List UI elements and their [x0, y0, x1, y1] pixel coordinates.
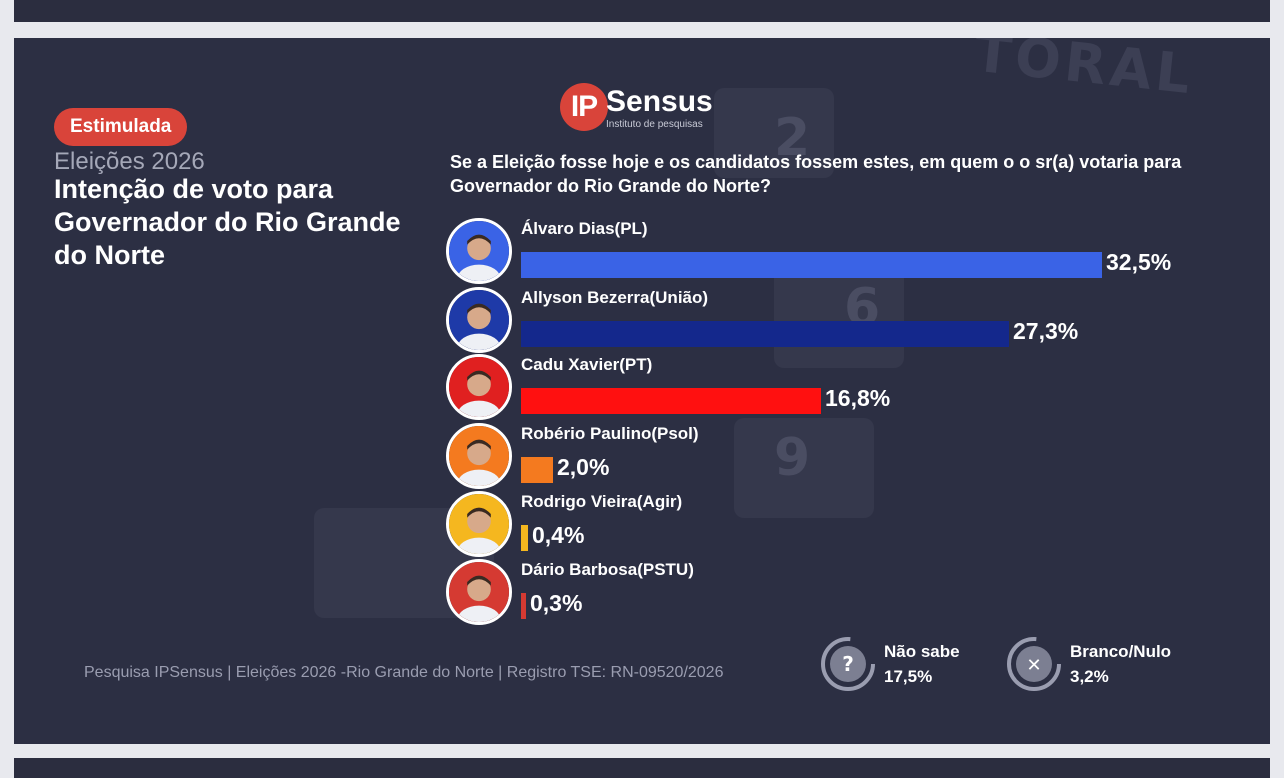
vote-bar	[521, 593, 526, 619]
bg-digit: 2	[774, 108, 811, 168]
subtitle: Eleições 2026	[54, 148, 205, 175]
candidate-name: Robério Paulino(Psol)	[521, 424, 699, 443]
vote-bar	[521, 388, 821, 414]
x-icon: ✕	[1006, 636, 1062, 692]
vote-percent: 27,3%	[1013, 318, 1079, 344]
bg-key	[714, 88, 834, 178]
candidate-row: Álvaro Dias(PL) 32,5%	[444, 218, 1244, 284]
vote-percent: 32,5%	[1106, 249, 1172, 275]
bg-key	[734, 418, 874, 518]
candidate-avatar	[446, 354, 512, 420]
page-title: Intenção de voto para Governador do Rio …	[54, 174, 401, 270]
candidate-name: Dário Barbosa(PSTU)	[521, 560, 694, 579]
branco-nulo-value: 3,2%	[1070, 667, 1109, 686]
branco-nulo-label: Branco/Nulo	[1070, 642, 1172, 661]
next-card-strip	[14, 758, 1270, 778]
previous-card-strip	[14, 0, 1270, 22]
candidate-avatar	[446, 423, 512, 489]
candidate-avatar	[446, 218, 512, 284]
nao-sabe-value: 17,5%	[884, 667, 933, 686]
vote-bar	[521, 321, 1009, 347]
candidate-name: Allyson Bezerra(União)	[521, 288, 709, 307]
footer-text: Pesquisa IPSensus | Eleições 2026 -Rio G…	[84, 664, 724, 681]
logo-ip: IP	[560, 83, 608, 131]
candidate-row: Rodrigo Vieira(Agir) 0,4%	[444, 491, 1244, 557]
candidate-row: Robério Paulino(Psol) 2,0%	[444, 423, 1244, 489]
vote-bar	[521, 252, 1102, 278]
candidate-row: Allyson Bezerra(União) 27,3%	[444, 287, 1244, 353]
candidate-avatar	[446, 559, 512, 625]
candidate-name: Rodrigo Vieira(Agir)	[521, 492, 683, 511]
svg-text:✕: ✕	[1026, 655, 1041, 676]
poll-card: 2 6 9 TORAL Estimulada Eleições 2026 Int…	[14, 38, 1270, 744]
candidate-avatar	[446, 287, 512, 353]
question-text: Se a Eleição fosse hoje e os candidatos …	[450, 152, 1182, 196]
question-icon: ?	[820, 636, 876, 692]
vote-percent: 2,0%	[557, 454, 610, 480]
candidate-name: Cadu Xavier(PT)	[521, 355, 653, 374]
vote-percent: 0,3%	[530, 590, 583, 616]
candidate-name: Álvaro Dias(PL)	[521, 219, 648, 238]
vote-percent: 0,4%	[532, 522, 585, 548]
nao-sabe-label: Não sabe	[884, 642, 960, 661]
bg-key	[774, 268, 904, 368]
bg-digit: 9	[774, 428, 811, 488]
svg-text:?: ?	[842, 652, 854, 676]
candidate-avatar	[446, 491, 512, 557]
vote-bar	[521, 457, 553, 483]
vote-bar	[521, 525, 528, 551]
vote-percent: 16,8%	[825, 385, 891, 411]
candidate-row: Dário Barbosa(PSTU) 0,3%	[444, 559, 1244, 625]
candidate-row: Cadu Xavier(PT) 16,8%	[444, 354, 1244, 420]
badge-estimulada: Estimulada	[54, 108, 188, 146]
bg-word: TORAL	[971, 38, 1198, 107]
logo-tagline: Instituto de pesquisas	[606, 119, 703, 130]
logo-word: Sensus	[606, 85, 713, 118]
